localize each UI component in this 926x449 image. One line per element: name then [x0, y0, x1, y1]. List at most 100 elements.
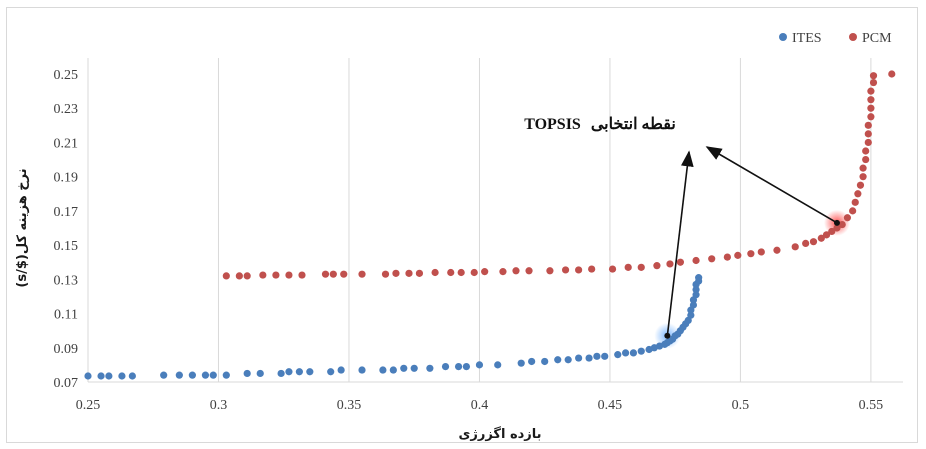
- point-pcm: [864, 130, 872, 138]
- point-pcm: [481, 268, 489, 276]
- point-pcm: [888, 70, 896, 78]
- point-pcm: [869, 78, 878, 87]
- point-pcm: [802, 239, 810, 247]
- point-pcm: [637, 263, 645, 271]
- x-tick-label: 0.35: [337, 398, 362, 413]
- point-ites: [441, 363, 450, 371]
- point-pcm: [676, 258, 684, 266]
- point-ites: [389, 366, 397, 374]
- point-ites: [243, 369, 251, 378]
- point-ites: [528, 357, 536, 366]
- point-pcm: [259, 271, 267, 279]
- point-pcm: [817, 234, 825, 242]
- point-pcm: [867, 104, 875, 112]
- point-ites: [494, 361, 502, 369]
- point-ites: [379, 366, 387, 374]
- point-ites: [554, 356, 562, 364]
- point-ites: [614, 351, 622, 359]
- point-ites: [188, 371, 196, 379]
- annotation-label-fa: نقطه انتخابی: [591, 116, 676, 133]
- point-pcm: [849, 207, 857, 215]
- point-pcm: [624, 263, 632, 271]
- point-pcm: [833, 224, 841, 232]
- y-tick-label: 0.07: [54, 376, 79, 391]
- point-pcm: [822, 231, 831, 239]
- point-pcm: [773, 246, 781, 254]
- point-pcm: [470, 268, 478, 277]
- point-ites: [621, 349, 630, 357]
- x-axis-ticks: 0.25 0.3 0.35 0.4 0.45 0.5 0.55: [76, 398, 883, 413]
- point-pcm: [867, 87, 875, 95]
- legend-label-pcm: PCM: [862, 31, 892, 46]
- point-pcm: [856, 181, 865, 189]
- x-tick-label: 0.25: [76, 398, 101, 413]
- point-ites: [84, 372, 92, 380]
- legend-label-ites: ITES: [792, 31, 822, 46]
- point-pcm: [499, 268, 507, 276]
- point-pcm: [757, 248, 765, 256]
- point-pcm: [869, 72, 878, 80]
- point-ites: [564, 356, 572, 364]
- point-ites: [687, 311, 695, 319]
- y-tick-label: 0.09: [54, 342, 79, 357]
- y-tick-label: 0.21: [54, 136, 79, 151]
- point-pcm: [415, 269, 424, 277]
- annotation-arrow-pcm: [705, 146, 838, 224]
- y-tick-label: 0.15: [54, 239, 79, 254]
- x-tick-label: 0.5: [732, 398, 750, 413]
- point-pcm: [340, 270, 348, 278]
- point-ites: [517, 359, 525, 367]
- point-pcm: [809, 238, 818, 246]
- point-ites: [629, 349, 638, 357]
- point-ites: [593, 352, 601, 360]
- legend-marker-pcm: [849, 33, 857, 41]
- y-tick-label: 0.25: [54, 68, 79, 83]
- point-pcm: [708, 255, 716, 263]
- point-ites: [426, 364, 434, 372]
- point-ites: [575, 354, 583, 362]
- point-ites: [105, 372, 113, 380]
- point-pcm: [321, 270, 330, 278]
- point-pcm: [723, 253, 731, 261]
- point-ites: [585, 354, 593, 362]
- point-pcm: [666, 260, 674, 268]
- point-pcm: [862, 155, 870, 164]
- point-pcm: [546, 267, 554, 275]
- point-ites: [692, 291, 700, 299]
- point-ites: [295, 368, 303, 376]
- legend: ITES PCM: [779, 31, 892, 46]
- y-axis-ticks: 0.07 0.09 0.11 0.13 0.15 0.17 0.19 0.21 0.23 0.25: [54, 68, 79, 391]
- point-ites: [692, 286, 700, 294]
- point-ites: [689, 301, 698, 309]
- point-pcm: [235, 272, 243, 280]
- x-tick-label: 0.4: [471, 398, 489, 413]
- point-ites: [462, 363, 471, 371]
- annotation-arrow-ites: [666, 150, 694, 336]
- point-ites: [400, 364, 408, 372]
- point-pcm: [851, 198, 859, 206]
- point-pcm: [381, 270, 390, 278]
- point-ites: [695, 274, 703, 282]
- chart-frame: [6, 7, 918, 443]
- y-tick-label: 0.13: [54, 273, 79, 288]
- point-pcm: [828, 227, 836, 236]
- point-pcm: [859, 173, 867, 181]
- point-ites: [175, 371, 183, 379]
- point-pcm: [843, 214, 852, 222]
- topsis-annotation: TOPSIS نقطه انتخابی: [524, 116, 838, 336]
- point-pcm: [222, 272, 230, 280]
- y-axis-title: نرخ هزینه کل($/s): [15, 168, 30, 287]
- x-tick-label: 0.45: [598, 398, 623, 413]
- point-pcm: [431, 268, 439, 277]
- point-ites: [601, 352, 609, 360]
- point-pcm: [692, 256, 700, 265]
- point-pcm: [405, 269, 413, 277]
- point-ites: [209, 371, 217, 379]
- x-axis-title: بازده اگزرژی: [458, 426, 541, 442]
- point-pcm: [862, 147, 870, 155]
- point-pcm: [791, 243, 799, 251]
- y-tick-label: 0.17: [54, 205, 79, 220]
- point-ites: [285, 368, 293, 376]
- point-ites: [637, 347, 645, 355]
